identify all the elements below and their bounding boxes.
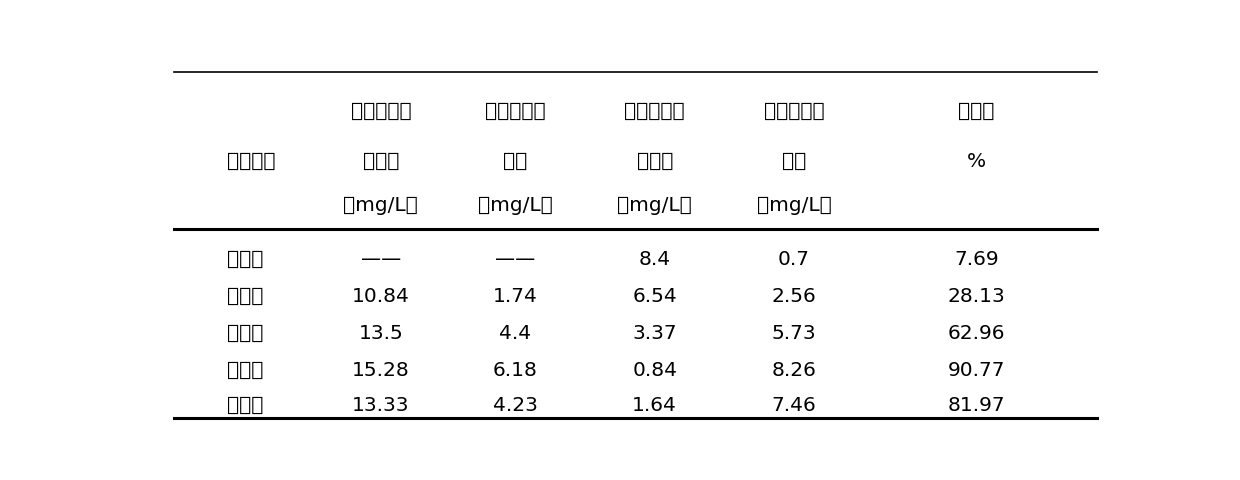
Text: （mg/L）: （mg/L） <box>477 196 553 215</box>
Text: 缺氧培养吸: 缺氧培养吸 <box>764 102 825 120</box>
Text: 吸磷率: 吸磷率 <box>959 102 994 120</box>
Text: 厕氧培养释: 厕氧培养释 <box>485 102 546 120</box>
Text: ——: —— <box>495 250 536 268</box>
Text: 第５次: 第５次 <box>227 396 263 415</box>
Text: 6.54: 6.54 <box>632 287 677 305</box>
Text: 3.37: 3.37 <box>632 324 677 342</box>
Text: 1.74: 1.74 <box>494 287 538 305</box>
Text: 15.28: 15.28 <box>352 360 409 379</box>
Text: 厕氧培养后: 厕氧培养后 <box>351 102 412 120</box>
Text: 第１次: 第１次 <box>227 250 263 268</box>
Text: 7.69: 7.69 <box>955 250 999 268</box>
Text: 13.33: 13.33 <box>352 396 409 415</box>
Text: 10.84: 10.84 <box>352 287 409 305</box>
Text: 总磷量: 总磷量 <box>362 152 399 170</box>
Text: 0.84: 0.84 <box>632 360 677 379</box>
Text: 4.4: 4.4 <box>500 324 532 342</box>
Text: 8.26: 8.26 <box>771 360 816 379</box>
Text: 62.96: 62.96 <box>947 324 1006 342</box>
Text: 1.64: 1.64 <box>632 396 677 415</box>
Text: 循环周期: 循环周期 <box>227 152 275 170</box>
Text: 4.23: 4.23 <box>494 396 538 415</box>
Text: 28.13: 28.13 <box>947 287 1006 305</box>
Text: %: % <box>967 152 986 170</box>
Text: 81.97: 81.97 <box>947 396 1006 415</box>
Text: 7.46: 7.46 <box>771 396 816 415</box>
Text: 缺氧培养后: 缺氧培养后 <box>625 102 684 120</box>
Text: 总磷量: 总磷量 <box>636 152 673 170</box>
Text: 5.73: 5.73 <box>771 324 816 342</box>
Text: ——: —— <box>361 250 401 268</box>
Text: 2.56: 2.56 <box>771 287 816 305</box>
Text: 磷量: 磷量 <box>782 152 806 170</box>
Text: 第２次: 第２次 <box>227 287 263 305</box>
Text: 磷量: 磷量 <box>503 152 527 170</box>
Text: （mg/L）: （mg/L） <box>618 196 692 215</box>
Text: （mg/L）: （mg/L） <box>756 196 832 215</box>
Text: 90.77: 90.77 <box>947 360 1006 379</box>
Text: 13.5: 13.5 <box>358 324 403 342</box>
Text: 第３次: 第３次 <box>227 324 263 342</box>
Text: 8.4: 8.4 <box>639 250 671 268</box>
Text: 6.18: 6.18 <box>494 360 538 379</box>
Text: 0.7: 0.7 <box>777 250 810 268</box>
Text: 第４次: 第４次 <box>227 360 263 379</box>
Text: （mg/L）: （mg/L） <box>343 196 418 215</box>
